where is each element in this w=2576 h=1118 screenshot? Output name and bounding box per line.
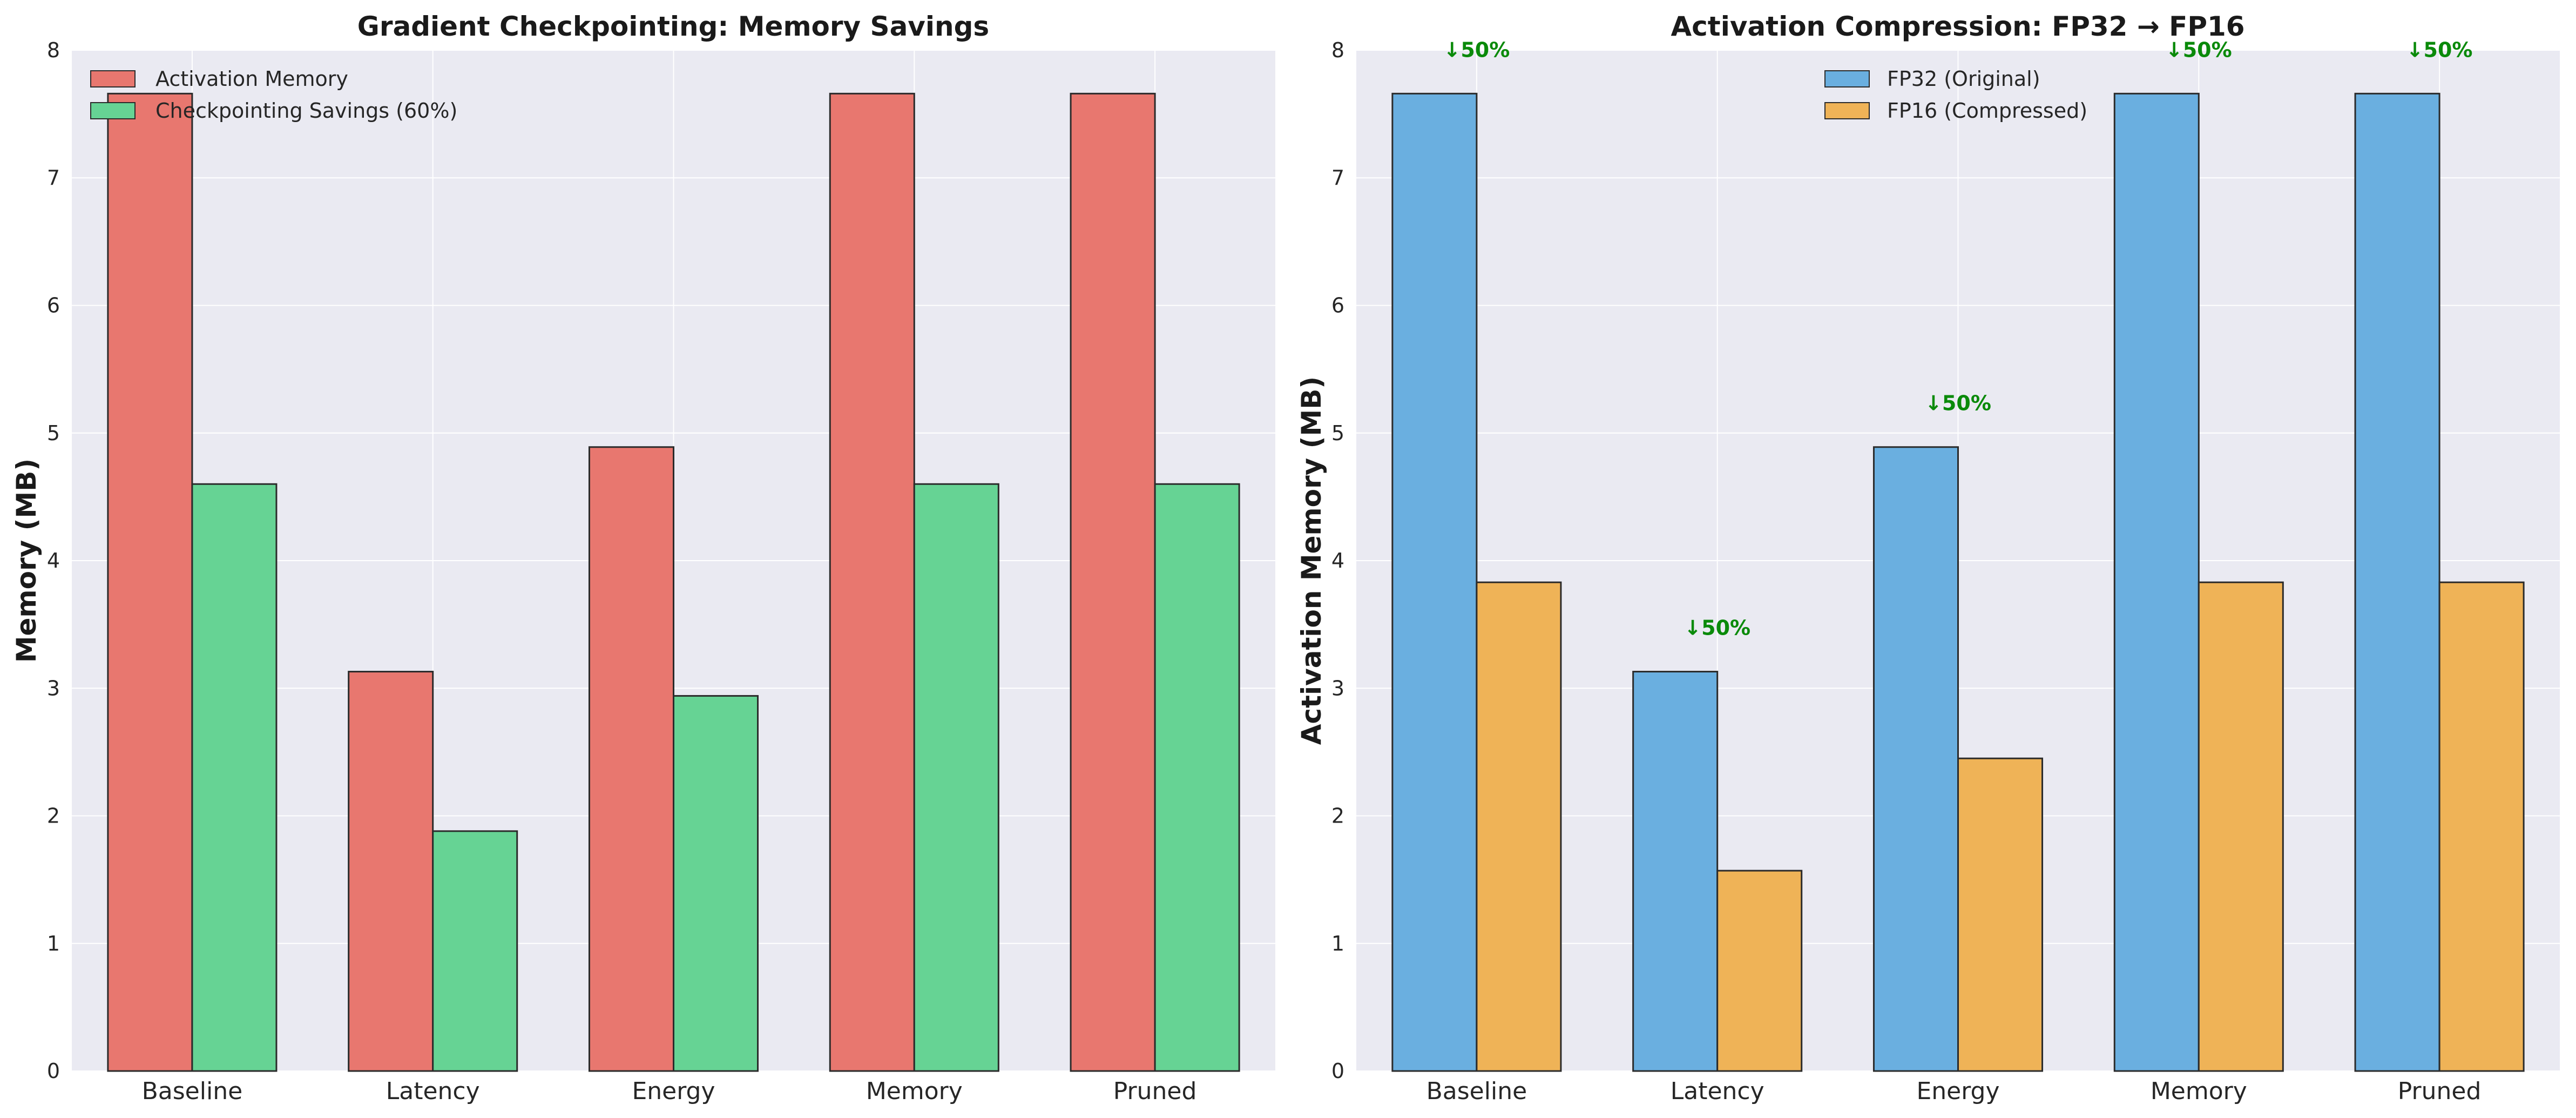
- annotation-pruned: ↓50%: [2406, 38, 2473, 62]
- bar-fp16-compressed-memory: [2198, 581, 2284, 1072]
- y-tick-label: 7: [47, 166, 60, 190]
- bar-activation-memory-pruned: [1070, 92, 1156, 1072]
- y-tick-label: 6: [1331, 294, 1344, 318]
- chart-panel-activation-compression: 0 1 2 3 4 5 6 7 8 Baseline Latency Energy Memory Pru…: [1296, 11, 2560, 1105]
- bar-fp16-compressed-pruned: [2438, 581, 2525, 1072]
- bar-checkpointing-savings-60-pruned: [1154, 483, 1240, 1072]
- legend-label-checkpointing-savings: Checkpointing Savings (60%): [155, 99, 457, 123]
- bar-fp32-original-latency: [1632, 671, 1719, 1072]
- y-tick-label: 1: [47, 932, 60, 955]
- y-tick-label: 8: [47, 38, 60, 62]
- x-tick-label-baseline: Baseline: [142, 1077, 243, 1105]
- y-axis-label: Memory (MB): [11, 459, 42, 663]
- y-axis-ticks: 0 1 2 3 4 5 6 7 8: [1331, 38, 1344, 1083]
- bar-annotations: ↓50% ↓50% ↓50% ↓50% ↓50%: [1444, 38, 2473, 639]
- y-tick-label: 0: [1331, 1059, 1344, 1083]
- x-tick-label-memory: Memory: [2151, 1077, 2247, 1105]
- bar-fp32-original-energy: [1872, 446, 1959, 1072]
- annotation-baseline: ↓50%: [1444, 38, 1510, 62]
- chart-panel-memory-savings: 0 1 2 3 4 5 6 7 8 Baseline Latency Energy Memory Pru…: [11, 11, 1275, 1105]
- bar-checkpointing-savings-60-baseline: [191, 483, 278, 1072]
- annotation-energy: ↓50%: [1925, 392, 1991, 415]
- bar-fp16-compressed-latency: [1716, 870, 1803, 1072]
- legend-swatch-checkpointing-savings: [90, 102, 136, 119]
- x-tick-label-energy: Energy: [1916, 1077, 1999, 1105]
- bar-activation-memory-latency: [348, 671, 434, 1072]
- bar-fp32-original-pruned: [2354, 92, 2440, 1072]
- bar-fp16-compressed-baseline: [1476, 581, 1562, 1072]
- legend-swatch-fp16: [1824, 102, 1870, 119]
- x-tick-label-memory: Memory: [866, 1077, 963, 1105]
- legend-label-fp32: FP32 (Original): [1887, 67, 2040, 91]
- legend-label-activation-memory: Activation Memory: [155, 67, 348, 91]
- legend: Activation Memory Checkpointing Savings …: [90, 67, 457, 123]
- x-tick-label-latency: Latency: [386, 1077, 480, 1105]
- y-tick-label: 4: [1331, 549, 1344, 573]
- legend-label-fp16: FP16 (Compressed): [1887, 99, 2087, 123]
- bar-activation-memory-energy: [588, 446, 674, 1072]
- bar-activation-memory-memory: [829, 92, 915, 1072]
- chart-title: Gradient Checkpointing: Memory Savings: [357, 11, 989, 42]
- legend-swatch-activation-memory: [90, 70, 136, 87]
- bar-fp32-original-memory: [2113, 92, 2200, 1072]
- y-tick-label: 3: [1331, 676, 1344, 700]
- x-tick-label-baseline: Baseline: [1426, 1077, 1527, 1105]
- bar-checkpointing-savings-60-latency: [432, 830, 518, 1072]
- y-axis-label: Activation Memory (MB): [1296, 376, 1327, 745]
- y-tick-label: 6: [47, 294, 60, 318]
- bar-checkpointing-savings-60-memory: [913, 483, 999, 1072]
- bar-checkpointing-savings-60-energy: [673, 695, 759, 1072]
- y-tick-label: 4: [47, 549, 60, 573]
- bar-fp32-original-baseline: [1391, 92, 1478, 1072]
- y-tick-label: 5: [47, 421, 60, 445]
- bar-series-group: [107, 92, 1240, 1072]
- y-tick-label: 5: [1331, 421, 1344, 445]
- y-tick-label: 1: [1331, 932, 1344, 955]
- y-axis-ticks: 0 1 2 3 4 5 6 7 8: [47, 38, 60, 1083]
- legend-swatch-fp32: [1824, 70, 1870, 87]
- chart-title: Activation Compression: FP32 → FP16: [1671, 11, 2244, 42]
- y-tick-label: 0: [47, 1059, 60, 1083]
- bar-fp16-compressed-energy: [1957, 757, 2044, 1072]
- bar-series-group: [1391, 92, 2525, 1072]
- bar-activation-memory-baseline: [107, 92, 193, 1072]
- y-tick-label: 8: [1331, 38, 1344, 62]
- y-tick-label: 2: [47, 804, 60, 828]
- x-axis-ticks: Baseline Latency Energy Memory Pruned: [142, 1077, 1197, 1105]
- y-tick-label: 2: [1331, 804, 1344, 828]
- x-tick-label-pruned: Pruned: [2398, 1077, 2482, 1105]
- annotation-latency: ↓50%: [1684, 616, 1750, 640]
- y-tick-label: 7: [1331, 166, 1344, 190]
- y-tick-label: 3: [47, 676, 60, 700]
- legend: FP32 (Original) FP16 (Compressed): [1824, 67, 2087, 123]
- x-tick-label-energy: Energy: [632, 1077, 715, 1105]
- x-tick-label-pruned: Pruned: [1113, 1077, 1197, 1105]
- x-tick-label-latency: Latency: [1671, 1077, 1764, 1105]
- annotation-memory: ↓50%: [2166, 38, 2232, 62]
- x-axis-ticks: Baseline Latency Energy Memory Pruned: [1426, 1077, 2482, 1105]
